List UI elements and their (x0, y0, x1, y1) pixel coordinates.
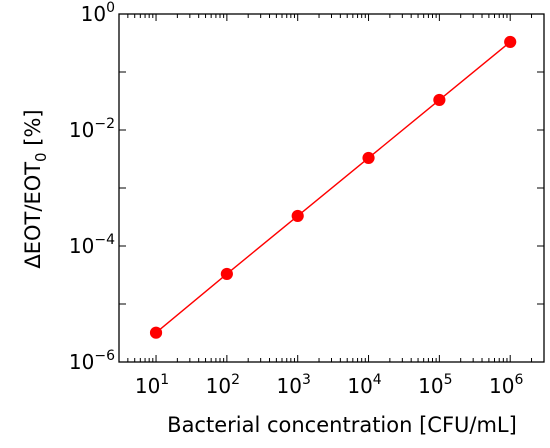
x-tick-labels: 101 102 103 104 105 106 (135, 372, 524, 398)
y-tick-label-base: 10 (69, 350, 94, 374)
x-tick-label-base: 10 (277, 374, 302, 398)
series-line (155, 41, 511, 334)
y-axis-label: ΔEOT/EOT0 [%] (21, 109, 50, 268)
y-axis-label-subscript: 0 (32, 152, 50, 162)
axis-ticks (118, 13, 545, 363)
x-tick-label-base: 10 (135, 374, 160, 398)
y-tick-label: 100 (81, 0, 115, 26)
y-axis-label-prefix: ΔEOT/EOT (21, 162, 45, 269)
y-axis-label-suffix: [%] (21, 109, 45, 152)
x-tick-label-exponent: 2 (231, 372, 240, 388)
y-tick-label: 10−2 (69, 116, 115, 142)
y-tick-label-base: 10 (69, 234, 94, 258)
y-tick-label-exponent: −4 (94, 232, 115, 248)
data-point (220, 267, 233, 281)
y-tick-label: 10−4 (69, 232, 115, 258)
x-axis-label: Bacterial concentration [CFU/mL] (167, 413, 517, 437)
y-tick-label-exponent: −6 (94, 348, 115, 364)
x-tick-label-exponent: 3 (302, 372, 311, 388)
x-tick-label: 103 (277, 372, 311, 398)
data-point (504, 35, 517, 49)
series-layer (149, 35, 517, 339)
data-point (149, 326, 163, 339)
x-tick-label-base: 10 (418, 374, 443, 398)
y-tick-label-base: 10 (69, 118, 94, 142)
x-tick-label-exponent: 1 (160, 372, 169, 388)
y-tick-label: 10−6 (69, 348, 115, 374)
y-tick-label-exponent: −2 (94, 116, 115, 132)
x-tick-label: 104 (347, 372, 381, 398)
x-tick-label-exponent: 6 (514, 372, 523, 388)
x-tick-label: 105 (418, 372, 452, 398)
x-tick-label-exponent: 5 (444, 372, 453, 388)
x-tick-label-base: 10 (347, 374, 372, 398)
y-tick-label-exponent: 0 (106, 0, 115, 16)
data-point (291, 209, 304, 223)
x-tick-label: 102 (206, 372, 240, 398)
x-tick-label-base: 10 (489, 374, 514, 398)
x-tick-label-base: 10 (206, 374, 231, 398)
x-tick-label: 106 (489, 372, 523, 398)
x-tick-label: 101 (135, 372, 169, 398)
y-tick-label-base: 10 (81, 2, 106, 26)
data-point (362, 151, 375, 165)
data-point (433, 93, 446, 107)
x-tick-label-exponent: 4 (373, 372, 382, 388)
